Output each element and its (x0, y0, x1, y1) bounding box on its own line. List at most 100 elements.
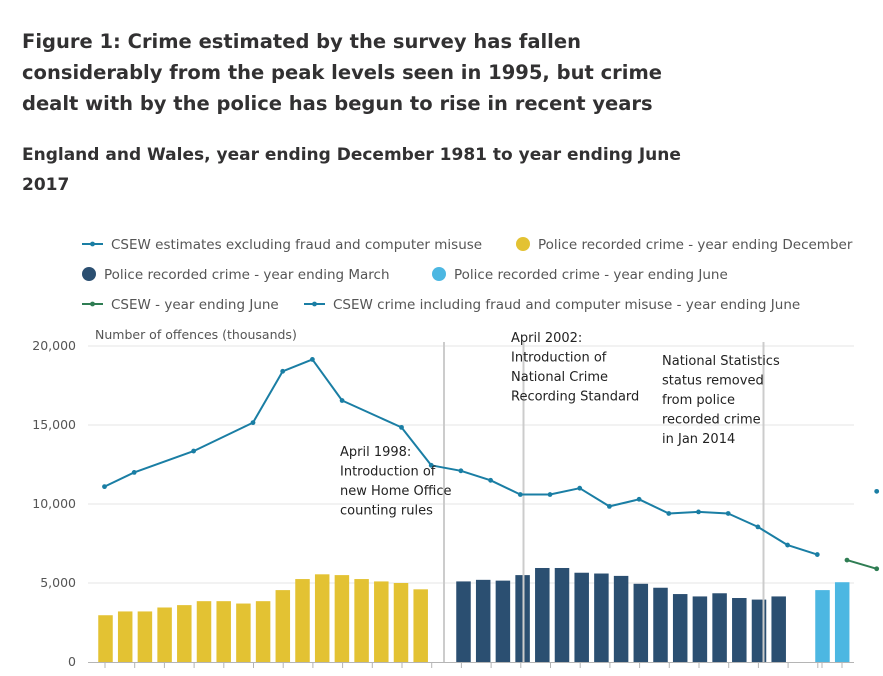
bar (815, 590, 830, 662)
data-point (102, 484, 107, 490)
bar (574, 572, 589, 662)
annotation-text: recorded crime (662, 413, 761, 428)
bar (495, 580, 511, 662)
x-axis (88, 662, 854, 668)
figure-title: Figure 1: Crime estimated by the survey … (22, 30, 662, 115)
bar (216, 601, 231, 662)
bar (535, 567, 550, 662)
legend-label: Police recorded crime - year ending Marc… (104, 267, 390, 283)
bar (672, 594, 688, 662)
legend-swatch-icon (516, 237, 530, 251)
bar (692, 596, 708, 662)
data-point (844, 557, 850, 563)
legend-label: Police recorded crime - year ending June (454, 267, 728, 283)
data-point (696, 509, 701, 515)
data-point (725, 511, 731, 516)
annotation-text: in Jan 2014 (662, 432, 735, 447)
y-axis-label: Number of offences (thousands) (95, 327, 297, 342)
data-point (428, 462, 434, 468)
bar (594, 573, 609, 662)
bar (117, 611, 133, 662)
bar (413, 589, 428, 662)
bar (475, 579, 491, 662)
y-tick-label: 15,000 (32, 417, 76, 432)
y-tick-label: 5,000 (40, 575, 76, 590)
data-point (577, 485, 583, 491)
legend-label: Police recorded crime - year ending Dece… (538, 237, 853, 253)
bar (834, 582, 850, 662)
data-point (191, 448, 197, 454)
legend-label: CSEW estimates excluding fraud and compu… (111, 237, 482, 253)
annotation-text: counting rules (340, 504, 433, 519)
annotation-text: Introduction of (340, 465, 436, 480)
data-point (874, 488, 880, 494)
data-point (517, 492, 523, 497)
annotation-text: April 2002: (511, 331, 582, 346)
period-separators (443, 342, 765, 662)
data-point (547, 492, 553, 497)
bar (554, 567, 570, 662)
bar (236, 603, 251, 662)
bar (354, 579, 369, 662)
bar (255, 601, 271, 662)
bar (196, 601, 212, 662)
annotation-text: Introduction of (511, 351, 607, 366)
gridlines (88, 345, 854, 584)
data-point (607, 503, 612, 509)
figure-subtitle: England and Wales, year ending December … (22, 145, 681, 195)
legend-label: CSEW crime including fraud and computer … (333, 297, 800, 313)
bar (334, 575, 350, 662)
data-point (339, 398, 345, 403)
bar (295, 579, 310, 662)
annotation-text: National Statistics (662, 354, 780, 369)
bar (613, 575, 629, 662)
y-tick-label: 10,000 (32, 496, 76, 511)
bar (137, 611, 153, 662)
bar (771, 596, 786, 662)
annotation-text: Recording Standard (511, 390, 639, 405)
bar (456, 581, 471, 662)
bar (633, 583, 649, 662)
legend-marker-icon (90, 241, 95, 247)
data-point (280, 368, 286, 374)
series-line (846, 559, 877, 570)
chart-legend: CSEW estimates excluding fraud and compu… (82, 237, 853, 313)
legend-marker-icon (312, 301, 317, 307)
bar (98, 615, 113, 662)
bar (653, 587, 668, 662)
bar (374, 581, 389, 662)
bar (275, 590, 291, 662)
series-line (104, 358, 818, 556)
data-point (488, 477, 493, 483)
bar (732, 598, 747, 662)
data-point (666, 511, 672, 516)
legend-swatch-icon (432, 267, 446, 281)
data-point (814, 552, 820, 557)
data-point (131, 470, 137, 475)
annotation-text: April 1998: (340, 445, 411, 460)
annotations: April 1998: Introduction of new Home Offic… (340, 331, 780, 519)
data-point (250, 420, 256, 426)
annotation-text: from police (662, 393, 735, 408)
annotation-text: new Home Office (340, 484, 451, 499)
data-point (399, 424, 404, 430)
bar (314, 574, 330, 662)
annotation-text: National Crime (511, 370, 608, 385)
y-tick-label: 20,000 (32, 338, 76, 353)
data-point (458, 468, 464, 474)
y-tick-label: 0 (68, 654, 76, 669)
bar (177, 605, 192, 662)
data-point (785, 542, 790, 548)
annotation-text: status removed (662, 374, 764, 389)
y-axis-ticks: 0 5,000 10,000 15,000 20,000 (32, 338, 76, 669)
bars (98, 567, 850, 662)
data-point (874, 566, 880, 572)
data-point (636, 496, 642, 502)
data-point (310, 357, 315, 362)
bar (393, 583, 409, 662)
bar (712, 593, 727, 662)
series-lines (102, 357, 880, 572)
data-point (755, 524, 761, 530)
legend-label: CSEW - year ending June (111, 297, 279, 313)
